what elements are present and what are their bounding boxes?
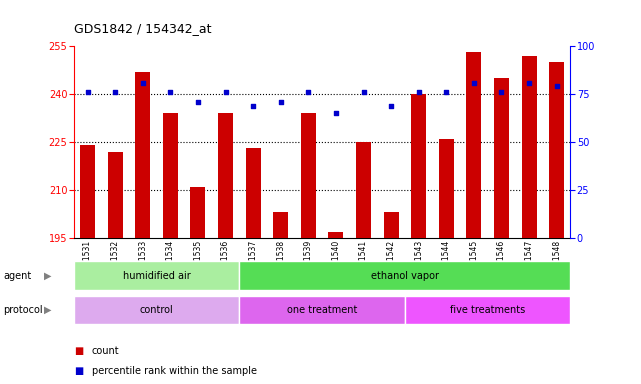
Point [496,89,506,95]
Bar [466,53,481,238]
Point [331,110,341,116]
Bar [405,296,570,324]
Bar [108,152,122,238]
Point [110,89,121,95]
Bar [328,232,344,238]
Bar [438,139,454,238]
Point [358,89,369,95]
Bar [383,212,399,238]
Bar [239,296,405,324]
Text: agent: agent [3,270,31,281]
Bar [163,113,178,238]
Point [193,99,203,105]
Text: control: control [140,305,173,315]
Bar [411,94,426,238]
Point [551,83,562,89]
Text: ■: ■ [74,346,83,356]
Point [83,89,93,95]
Point [524,79,534,86]
Bar [356,142,371,238]
Text: percentile rank within the sample: percentile rank within the sample [92,366,256,376]
Text: ▶: ▶ [44,305,51,315]
Point [276,99,286,105]
Text: ▶: ▶ [44,270,51,281]
Point [469,79,479,86]
Bar [549,62,564,238]
Text: count: count [92,346,119,356]
Bar [74,296,239,324]
Text: GDS1842 / 154342_at: GDS1842 / 154342_at [74,22,212,35]
Bar [246,149,261,238]
Text: humidified air: humidified air [122,270,190,281]
Point [303,89,313,95]
Bar [494,78,509,238]
Bar [218,113,233,238]
Text: ■: ■ [74,366,83,376]
Text: protocol: protocol [3,305,43,315]
Text: ethanol vapor: ethanol vapor [371,270,439,281]
Bar [301,113,316,238]
Text: five treatments: five treatments [450,305,526,315]
Bar [135,72,150,238]
Point [413,89,424,95]
Point [221,89,231,95]
Text: one treatment: one treatment [287,305,357,315]
Point [441,89,451,95]
Bar [80,145,95,238]
Point [138,79,148,86]
Bar [273,212,288,238]
Point [248,103,258,109]
Bar [190,187,206,238]
Point [165,89,176,95]
Bar [74,261,239,290]
Bar [522,56,537,238]
Bar [239,261,570,290]
Point [386,103,396,109]
